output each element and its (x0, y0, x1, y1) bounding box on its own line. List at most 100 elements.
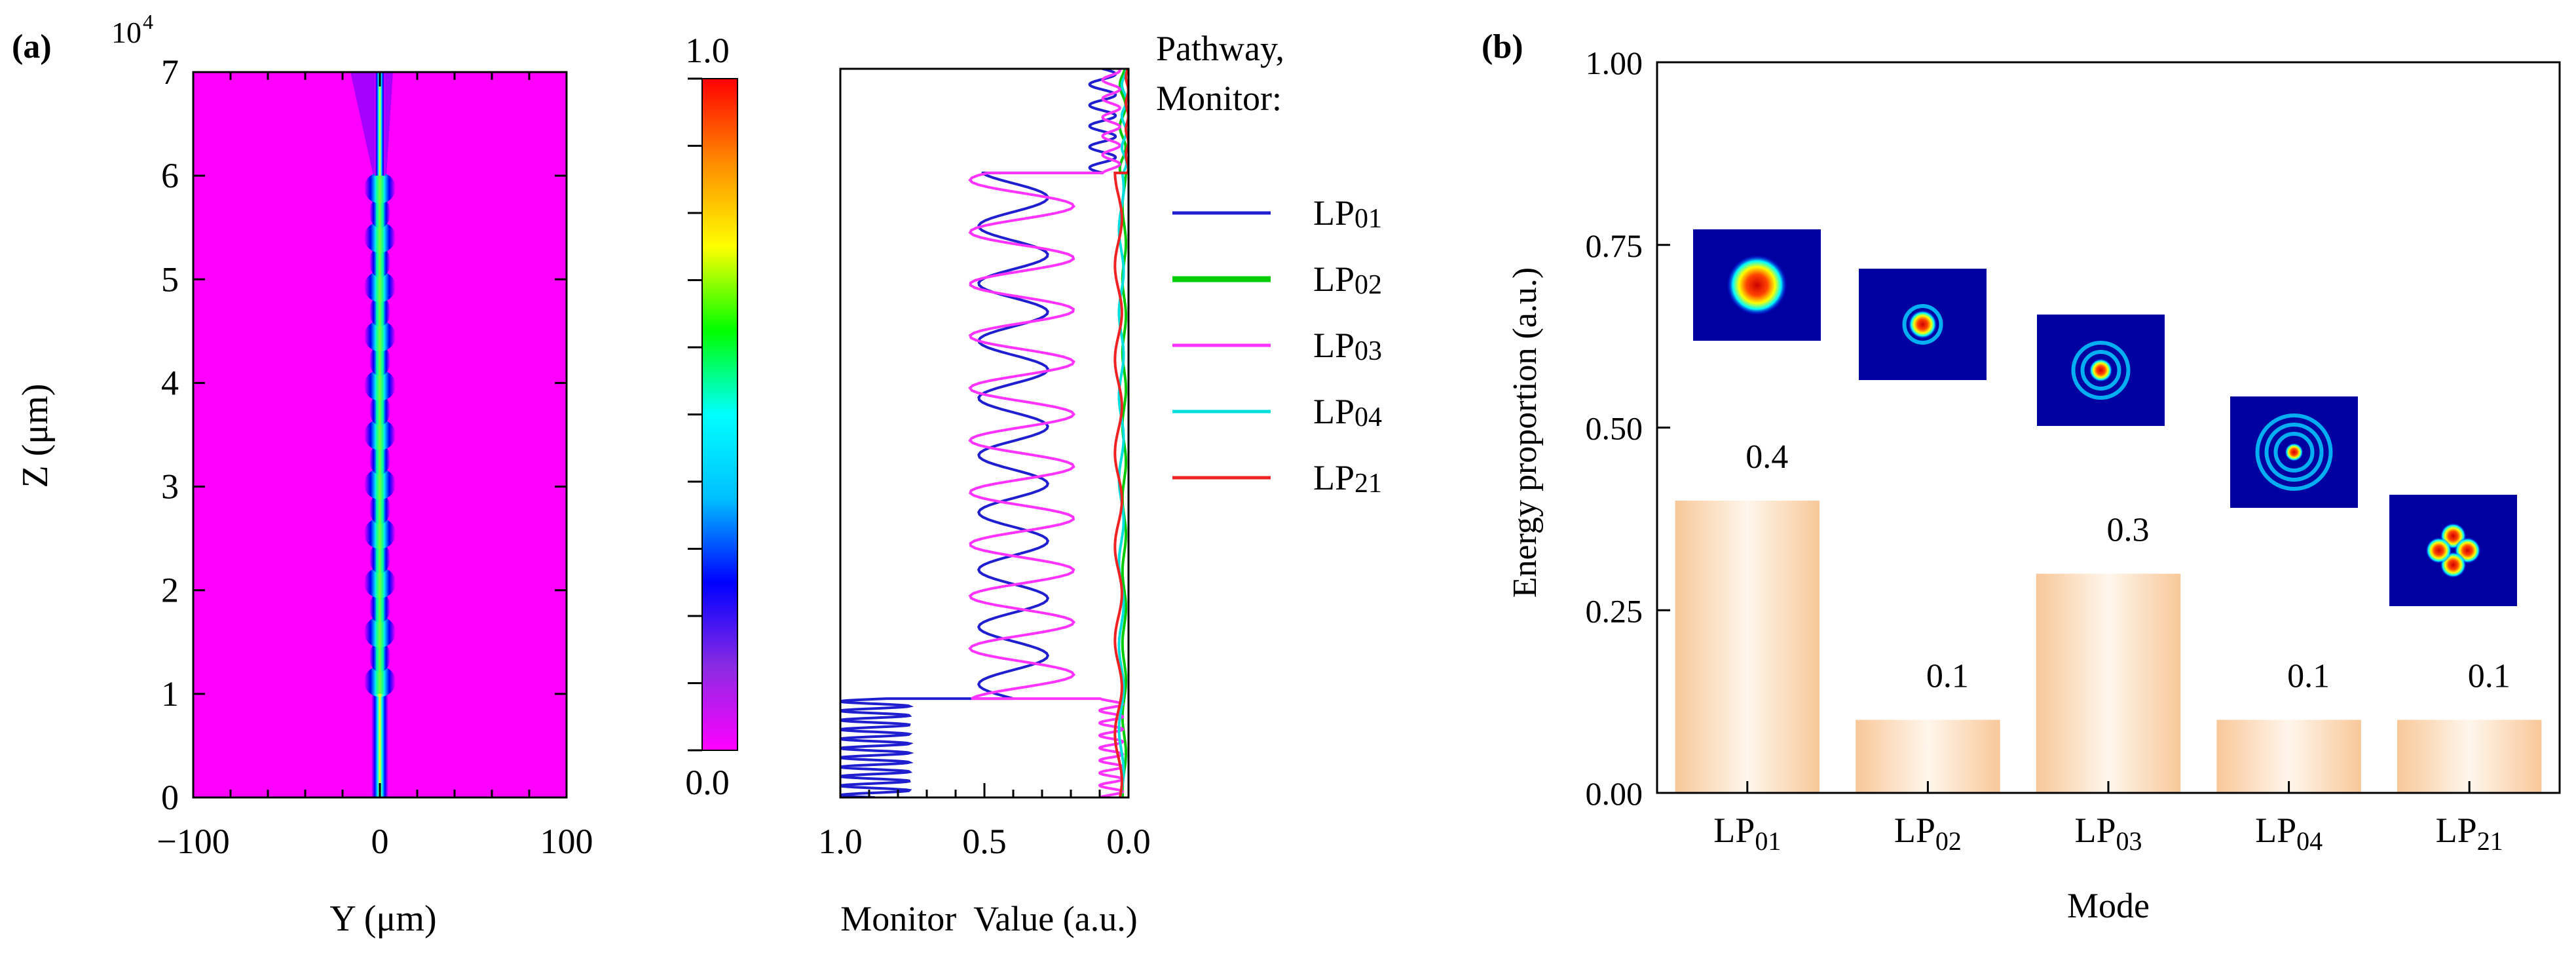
colorbar-max-label: 1.0 (685, 31, 730, 70)
bar-xtick-label-sub: 03 (2116, 826, 2142, 856)
colorbar-min-label: 0.0 (685, 763, 730, 802)
legend-label-sub: 21 (1354, 469, 1382, 499)
bar-xtick-label: LP21 (2436, 811, 2503, 856)
bar-lp02 (1856, 720, 2000, 793)
monitor-xtick-label: 0.5 (962, 822, 1007, 861)
monitor-xtick-label: 1.0 (818, 822, 863, 861)
legend-entry-lp04: LP04 (1172, 392, 1382, 432)
field-ytick-label: 3 (161, 467, 179, 507)
mode-profile-lp02 (1859, 269, 1987, 380)
mode-profile-lp01 (1693, 229, 1821, 341)
legend-label-base: LP (1313, 458, 1354, 497)
field-map-ylabel: Z (μm) (15, 383, 56, 488)
monitor-line-lp01 (840, 69, 1117, 797)
field-xtick-label: 100 (540, 822, 593, 861)
bar-ytick-label: 0.00 (1586, 775, 1643, 812)
bar-ytick-label: 0.75 (1586, 227, 1643, 264)
legend-label-sub: 02 (1354, 270, 1382, 300)
monitor-xlabel: Monitor Value (a.u.) (840, 899, 1137, 938)
bar-value-label: 0.3 (2107, 512, 2150, 549)
legend-label-lp01: LP01 (1313, 193, 1382, 234)
bar-xtick-label-sub: 21 (2477, 826, 2503, 856)
mode-ring (2264, 423, 2324, 482)
field-ytick-label: 4 (161, 363, 179, 402)
legend-label-base: LP (1313, 392, 1354, 431)
bar-lp03 (2036, 573, 2181, 793)
bar-xtick-label-base: LP (2436, 811, 2477, 850)
bar-value-label: 0.1 (2287, 658, 2330, 695)
monitor-xtick-label: 0.0 (1106, 822, 1151, 861)
legend-label-base: LP (1313, 259, 1354, 299)
mode-core (1727, 255, 1787, 315)
mode-profiles (1693, 229, 2517, 606)
field-ytick-label: 7 (161, 52, 179, 92)
bar-chart-xlabel: Mode (2067, 886, 2150, 925)
bar-xtick-label-sub: 02 (1935, 826, 1962, 856)
field-map-core (350, 72, 396, 797)
mode-profile-lp21 (2389, 495, 2517, 606)
mode-lobe (2425, 537, 2452, 564)
mode-core (1908, 310, 1937, 339)
legend-label-base: LP (1313, 193, 1354, 233)
colorbar-gradient (701, 78, 738, 751)
legend-label-sub: 01 (1354, 204, 1382, 234)
mode-ring (2255, 413, 2333, 491)
bar-value-label: 0.1 (1926, 658, 1969, 695)
field-ytick-label: 6 (161, 156, 179, 195)
bar-ytick-label: 0.25 (1586, 592, 1643, 629)
bar-xtick-label-base: LP (2074, 811, 2116, 850)
legend-entry-lp02: LP02 (1172, 259, 1382, 300)
core-output-segment (375, 72, 385, 176)
monitor-axes: 1.0 0.5 0.0 (818, 783, 1151, 861)
mode-profile-lp04 (2230, 396, 2358, 508)
legend-label-sub: 03 (1354, 336, 1382, 366)
bar-xtick-label: LP02 (1894, 811, 1962, 856)
bar-lp21 (2397, 720, 2542, 793)
bar-xtick-label-base: LP (1894, 811, 1935, 850)
mode-ring (2071, 341, 2131, 400)
bar-series: 0.4 0.1 0.3 0.1 0.1 (1675, 438, 2542, 793)
bar-xtick-label: LP01 (1713, 811, 1781, 856)
bar-xtick-label-sub: 04 (2296, 826, 2323, 856)
field-ytick-label: 2 (161, 571, 179, 610)
field-map-xlabel: Y (μm) (329, 898, 436, 939)
mode-core (2089, 358, 2113, 382)
monitor-line-lp21 (1113, 69, 1129, 797)
legend-entry-lp21: LP21 (1172, 458, 1382, 499)
colorbar: 1.0 0.0 (685, 31, 738, 802)
panel-b-label: (b) (1482, 28, 1523, 66)
field-ytick-label: 1 (161, 674, 179, 714)
legend-label-lp04: LP04 (1313, 392, 1382, 432)
panel-a-label: (a) (12, 28, 52, 66)
bar-xtick-label-base: LP (1713, 811, 1755, 850)
field-ytick-label: 5 (161, 259, 179, 299)
mode-profile-lp03 (2037, 315, 2165, 426)
monitor-plot: 1.0 0.5 0.0 Monitor Value (a.u.) (818, 67, 1151, 938)
bar-lp04 (2216, 720, 2361, 793)
bar-ytick-label: 1.00 (1586, 45, 1643, 81)
mode-ring (1902, 304, 1943, 345)
core-axis-line (376, 176, 384, 694)
monitor-line-lp03 (968, 69, 1125, 797)
legend-label-lp21: LP21 (1313, 458, 1382, 499)
field-xtick-label: −100 (157, 822, 229, 861)
legend-entry-lp03: LP03 (1172, 326, 1382, 366)
legend-title-line2: Monitor: (1156, 79, 1282, 118)
field-map-exponent-power: 4 (143, 10, 153, 33)
field-ytick-label: 0 (161, 778, 179, 817)
legend-entry-lp01: LP01 (1172, 193, 1382, 234)
legend-label-sub: 04 (1354, 402, 1382, 432)
bar-value-label: 0.1 (2468, 658, 2511, 695)
legend-label-base: LP (1313, 326, 1354, 365)
bar-xtick-label: LP04 (2255, 811, 2323, 856)
field-xtick-label: 0 (371, 822, 389, 861)
bar-value-label: 0.4 (1745, 438, 1788, 476)
field-map-exponent-base: 10 (111, 16, 141, 49)
legend-label-lp02: LP02 (1313, 259, 1382, 300)
mode-profile-bg (2389, 495, 2517, 606)
bar-lp01 (1675, 501, 1820, 793)
bar-xtick-label-base: LP (2255, 811, 2296, 850)
